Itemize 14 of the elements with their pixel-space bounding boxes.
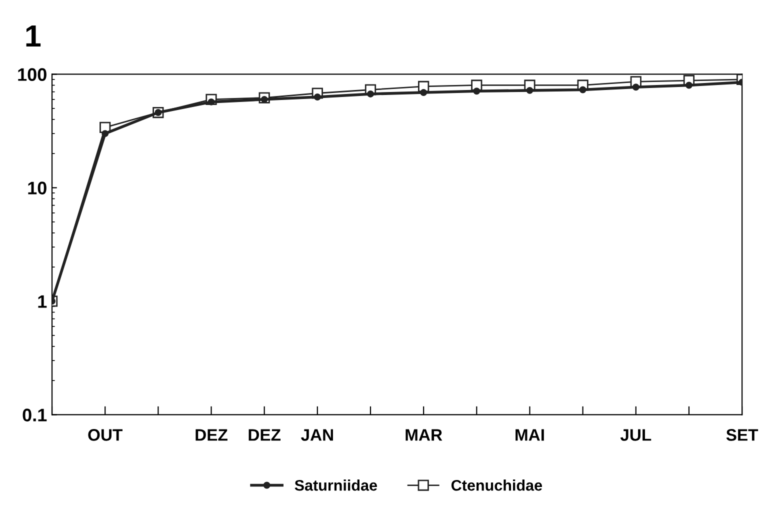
y-tick-label: 10	[28, 182, 46, 194]
x-tick-label: JUL	[620, 429, 652, 441]
x-tick-label: SET	[726, 429, 758, 441]
x-tick-label: MAR	[406, 429, 442, 441]
x-tick-label: OUT	[88, 429, 123, 441]
x-tick-label: JAN	[301, 429, 333, 441]
y-tick-label: 1	[38, 295, 47, 308]
legend-label: Ctenuchidae	[451, 480, 542, 491]
x-tick-label: DEZ	[248, 429, 281, 441]
y-tick-label: 0.1	[22, 408, 47, 422]
x-tick-label: MAI	[516, 429, 544, 441]
legend-label: Saturniidae	[294, 480, 377, 491]
x-tick-label: DEZ	[196, 429, 228, 441]
y-tick-label: 100	[18, 68, 46, 81]
